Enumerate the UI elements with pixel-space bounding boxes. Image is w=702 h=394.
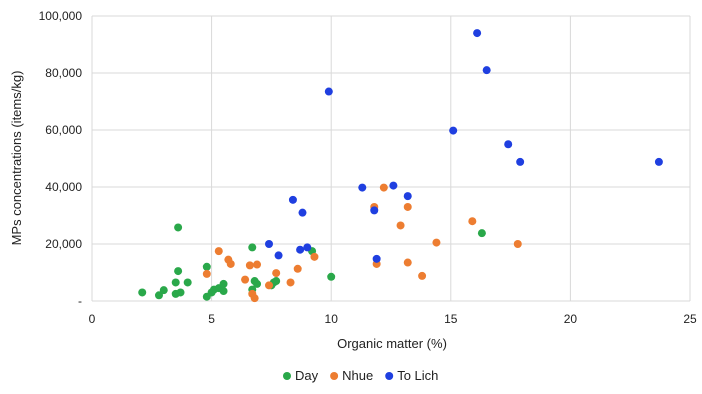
data-point <box>219 279 228 288</box>
data-point <box>654 157 663 166</box>
data-point <box>245 261 254 270</box>
data-point <box>504 140 513 149</box>
data-point <box>303 243 312 252</box>
data-point <box>468 217 477 226</box>
data-point <box>253 260 262 269</box>
series-nhue <box>202 183 522 303</box>
data-point <box>174 267 183 276</box>
x-axis-title: Organic matter (%) <box>337 336 447 351</box>
data-point <box>418 271 427 280</box>
data-point <box>372 254 381 263</box>
data-point <box>327 272 336 281</box>
data-point <box>159 286 168 295</box>
x-tick-label: 15 <box>444 312 458 326</box>
series-day <box>138 223 486 301</box>
y-axis-title: MPs concentrations (items/kg) <box>9 71 24 246</box>
legend-item: Day <box>283 368 319 383</box>
data-point <box>298 208 307 217</box>
legend-marker <box>330 372 339 380</box>
data-point <box>265 240 274 248</box>
legend-label: Nhue <box>342 368 373 383</box>
data-point <box>241 275 250 284</box>
y-tick-labels: - 20,000 40,000 60,000 80,000 100,000 <box>39 9 83 308</box>
data-point <box>274 251 283 260</box>
data-point <box>432 238 441 247</box>
x-tick-label: 25 <box>683 312 697 326</box>
data-point <box>293 264 302 273</box>
legend-item: Nhue <box>330 368 373 383</box>
data-point <box>513 240 522 248</box>
data-point <box>473 29 482 38</box>
x-tick-labels: 0 5 10 15 20 25 <box>89 312 697 326</box>
data-point <box>219 287 228 296</box>
data-points <box>138 29 663 303</box>
legend: Day Nhue To Lich <box>283 368 438 383</box>
x-tick-label: 10 <box>325 312 339 326</box>
data-point <box>265 281 274 290</box>
x-tick-label: 20 <box>564 312 578 326</box>
data-point <box>226 259 235 268</box>
data-point <box>286 278 295 287</box>
data-point <box>214 247 223 256</box>
data-point <box>389 181 398 190</box>
data-point <box>272 269 281 278</box>
legend-item: To Lich <box>385 368 438 383</box>
data-point <box>516 157 525 166</box>
legend-label: To Lich <box>397 368 438 383</box>
data-point <box>296 245 305 254</box>
y-tick-label: - <box>78 294 82 308</box>
data-point <box>449 126 458 135</box>
y-tick-label: 40,000 <box>45 180 82 194</box>
data-point <box>396 221 405 230</box>
legend-marker <box>283 372 291 380</box>
x-tick-label: 0 <box>89 312 96 326</box>
data-point <box>370 206 379 215</box>
data-point <box>176 288 185 297</box>
data-point <box>358 183 367 192</box>
data-point <box>482 66 491 75</box>
data-point <box>202 269 211 278</box>
data-point <box>403 258 412 267</box>
data-point <box>183 278 192 287</box>
data-point <box>171 278 180 287</box>
data-point <box>403 202 412 211</box>
series-to-lich <box>265 29 663 263</box>
data-point <box>253 279 262 288</box>
data-point <box>288 195 297 204</box>
data-point <box>174 223 183 232</box>
legend-marker <box>385 372 394 380</box>
data-point <box>403 192 412 201</box>
y-tick-label: 60,000 <box>45 123 82 137</box>
data-point <box>250 294 259 303</box>
data-point <box>379 183 388 192</box>
data-point <box>324 87 333 96</box>
data-point <box>477 229 486 238</box>
data-point <box>248 243 257 252</box>
x-tick-label: 5 <box>208 312 215 326</box>
grid-lines <box>91 15 691 302</box>
data-point <box>202 262 211 271</box>
data-point <box>310 252 319 261</box>
y-tick-label: 20,000 <box>45 237 82 251</box>
data-point <box>154 291 163 300</box>
y-tick-label: 80,000 <box>45 66 82 80</box>
legend-label: Day <box>295 368 319 383</box>
data-point <box>138 288 147 297</box>
y-tick-label: 100,000 <box>39 9 83 23</box>
data-point <box>272 277 281 286</box>
